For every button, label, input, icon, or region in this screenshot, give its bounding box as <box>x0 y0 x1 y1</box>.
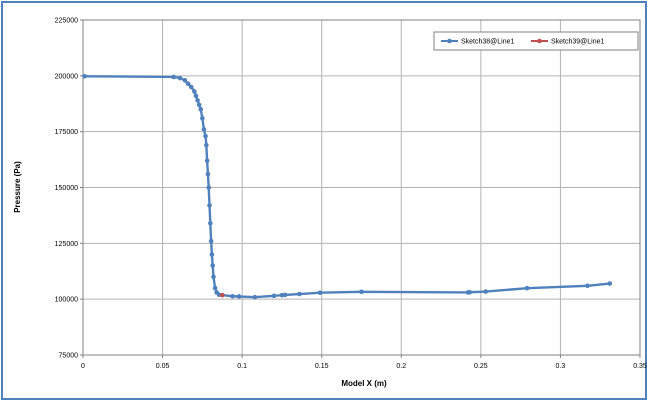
data-point-sketch38-line1 <box>204 142 209 148</box>
data-point-sketch38-line1 <box>207 203 212 208</box>
data-point-sketch38-line1 <box>607 281 613 286</box>
series-sketch39-line1 <box>219 292 225 298</box>
data-point-sketch38-line1 <box>193 93 199 99</box>
data-point-sketch38-line1 <box>212 285 218 291</box>
data-point-sketch38-line1 <box>524 285 530 291</box>
x-tick-label: 0.3 <box>556 363 566 370</box>
data-point-sketch38-line1 <box>196 102 202 108</box>
data-point-sketch38-line1 <box>177 75 183 81</box>
y-tick-label: 100000 <box>55 297 78 304</box>
data-point-sketch38-line1 <box>195 98 200 103</box>
data-point-sketch38-line1 <box>192 89 197 94</box>
series-line-sketch38-line1 <box>84 75 610 299</box>
x-tick-label: 0.1 <box>237 363 247 370</box>
y-tick-label: 75000 <box>59 353 79 360</box>
data-point-sketch38-line1 <box>282 292 288 298</box>
series-sketch38-line1 <box>82 73 613 300</box>
data-point-sketch38-line1 <box>252 294 258 300</box>
data-point-sketch38-line1 <box>297 291 302 297</box>
data-point-sketch38-line1 <box>211 274 216 280</box>
data-point-sketch38-line1 <box>210 263 216 268</box>
x-tick-label: 0.35 <box>633 363 647 370</box>
data-point-sketch38-line1 <box>201 127 207 132</box>
data-point-sketch38-line1 <box>205 171 211 177</box>
data-point-sketch38-line1 <box>182 78 188 83</box>
x-axis-title: Model X (m) <box>341 379 387 388</box>
data-point-sketch38-line1 <box>209 252 215 257</box>
x-tick-labels: 0 0.05 0.1 0.15 0.2 0.25 0.3 0.35 <box>81 363 647 370</box>
data-point-sketch38-line1 <box>82 73 87 79</box>
data-point-sketch38-line1 <box>317 290 323 295</box>
y-tick-label: 200000 <box>55 73 78 80</box>
data-point-sketch38-line1 <box>188 84 194 90</box>
legend: Sketch38@Line1 Sketch39@Line1 <box>433 31 639 51</box>
x-tick-label: 0.25 <box>474 363 488 370</box>
data-point-sketch38-line1 <box>185 81 191 86</box>
data-point-sketch38-line1 <box>206 185 212 190</box>
legend-label-sketch39: Sketch39@Line1 <box>551 39 605 46</box>
x-tick-label: 0.2 <box>396 363 406 370</box>
chart-frame <box>1 1 647 400</box>
data-point-sketch38-line1 <box>204 158 210 163</box>
data-point-sketch38-line1 <box>171 74 177 80</box>
data-point-sketch38-line1 <box>359 289 364 295</box>
plot-area-border <box>82 19 641 356</box>
data-point-sketch38-line1 <box>467 289 473 295</box>
data-point-sketch38-line1 <box>236 294 242 299</box>
y-tick-label: 125000 <box>55 241 78 248</box>
data-point-sketch38-line1 <box>483 289 488 294</box>
x-tick-label: 0.05 <box>156 363 170 370</box>
x-tick-label: 0.15 <box>315 363 329 370</box>
y-axis-title: Pressure (Pa) <box>13 161 22 213</box>
data-point-sketch38-line1 <box>230 293 235 299</box>
data-point-sketch38-line1 <box>271 293 277 299</box>
data-point-sketch38-line1 <box>198 107 204 112</box>
legend-marker-sketch38 <box>447 38 452 44</box>
data-point-sketch38-line1 <box>200 115 205 121</box>
data-point-sketch39-line1 <box>219 292 225 298</box>
chart-grid <box>80 19 641 358</box>
data-point-sketch38-line1 <box>208 238 214 244</box>
y-tick-label: 175000 <box>55 129 78 136</box>
data-point-sketch38-line1 <box>208 220 213 226</box>
legend-marker-sketch39 <box>537 38 542 44</box>
series-layer <box>82 73 613 300</box>
y-tick-label: 225000 <box>55 18 78 25</box>
x-tick-label: 0 <box>81 363 85 370</box>
legend-label-sketch38: Sketch38@Line1 <box>461 39 515 46</box>
y-tick-labels: 75000 100000 125000 150000 175000 200000 22500… <box>55 18 78 360</box>
y-tick-label: 150000 <box>55 185 78 192</box>
data-point-sketch38-line1 <box>203 133 208 139</box>
data-point-sketch38-line1 <box>585 283 590 289</box>
